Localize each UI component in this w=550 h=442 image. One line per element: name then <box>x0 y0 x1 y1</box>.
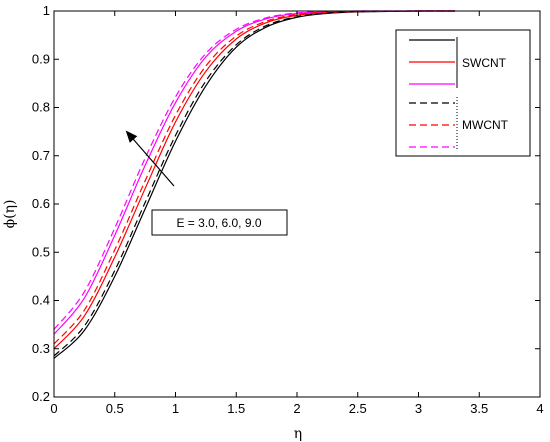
x-tick-labels: 0 0.5 1 1.5 2 2.5 3 3.5 4 <box>50 401 543 416</box>
y-tick-labels: 0.2 0.3 0.4 0.5 0.6 0.7 0.8 0.9 1 <box>32 3 50 404</box>
annotation-arrow <box>125 130 175 187</box>
x-tick-label: 1 <box>172 401 179 416</box>
legend-label-mwcnt: MWCNT <box>462 118 509 132</box>
y-tick-label: 0.5 <box>32 244 50 259</box>
y-tick-label: 0.4 <box>32 293 50 308</box>
y-tick-label: 1 <box>43 3 50 18</box>
legend-label-swcnt: SWCNT <box>462 56 507 70</box>
x-tick-label: 0 <box>50 401 57 416</box>
x-axis-label: η <box>294 426 302 442</box>
x-tick-label: 2.5 <box>349 401 367 416</box>
legend: SWCNT MWCNT <box>395 29 531 157</box>
x-tick-label: 3 <box>415 401 422 416</box>
x-tick-label: 4 <box>536 401 543 416</box>
y-tick-label: 0.8 <box>32 100 50 115</box>
series-line-mwcnt-1 <box>53 10 455 357</box>
y-tick-label: 0.3 <box>32 341 50 356</box>
y-tick-label: 0.6 <box>32 196 50 211</box>
legend-swatches <box>409 39 455 148</box>
legend-box <box>395 29 531 157</box>
x-tick-label: 0.5 <box>106 401 124 416</box>
y-axis-label: ϕ(η) <box>2 200 18 229</box>
y-tick-label: 0.2 <box>32 389 50 404</box>
annotation: E = 3.0, 6.0, 9.0 <box>125 130 288 236</box>
annotation-box <box>151 209 288 236</box>
x-tick-label: 2 <box>293 401 300 416</box>
x-tick-label: 1.5 <box>227 401 245 416</box>
ticks-layer <box>53 10 541 398</box>
annotation-text: E = 3.0, 6.0, 9.0 <box>176 216 261 230</box>
y-tick-label: 0.7 <box>32 148 50 163</box>
x-tick-label: 3.5 <box>470 401 488 416</box>
y-tick-label: 0.9 <box>32 51 50 66</box>
